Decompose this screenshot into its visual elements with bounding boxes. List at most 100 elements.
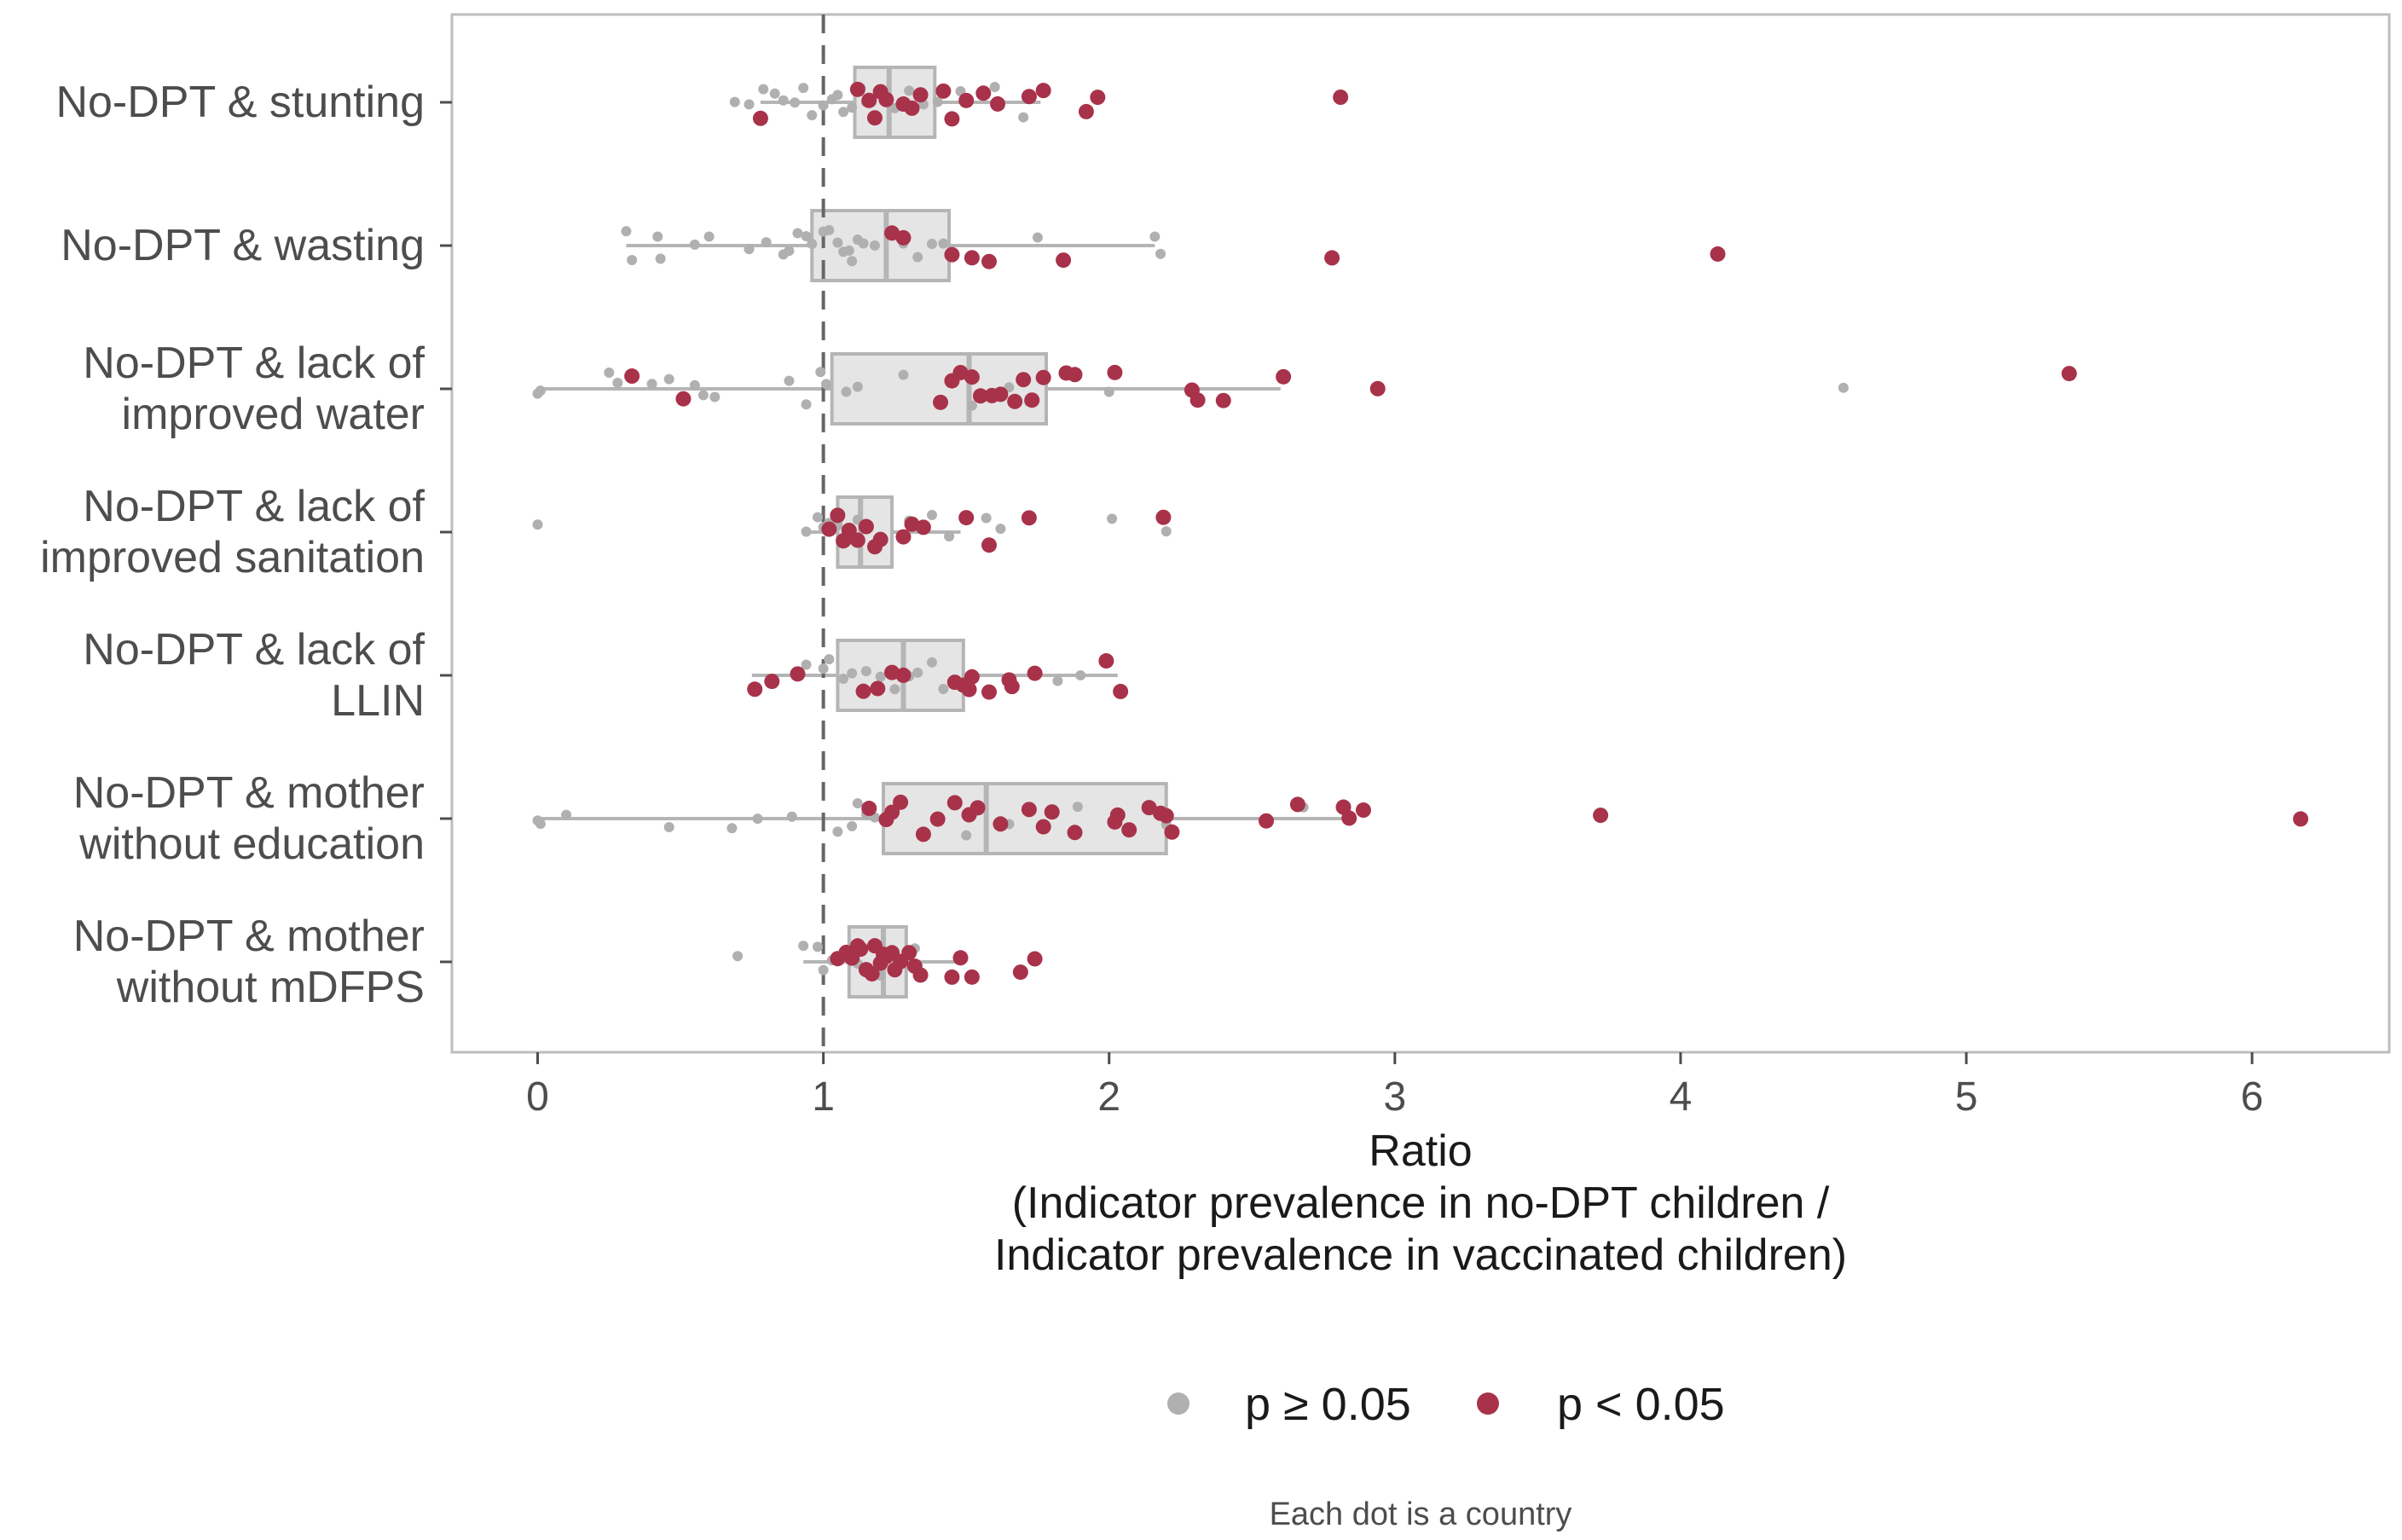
dot-not-significant bbox=[697, 390, 709, 401]
dot-significant bbox=[915, 519, 931, 536]
dot-not-significant bbox=[818, 663, 829, 674]
dot-not-significant bbox=[663, 822, 674, 833]
dot-not-significant bbox=[801, 659, 812, 670]
dot-not-significant bbox=[561, 809, 572, 820]
dot-significant bbox=[1289, 796, 1305, 813]
dot-significant bbox=[1593, 808, 1609, 824]
dot-layer bbox=[532, 81, 2309, 985]
dot-significant bbox=[981, 253, 997, 269]
dot-not-significant bbox=[1149, 231, 1160, 242]
category-label: without mDFPS bbox=[116, 963, 425, 1012]
dot-significant bbox=[864, 966, 880, 982]
box-layer bbox=[537, 66, 1355, 999]
dot-not-significant bbox=[604, 367, 615, 378]
legend-swatch-not-significant bbox=[1167, 1392, 1189, 1415]
dot-not-significant bbox=[786, 811, 797, 822]
category-label: No-DPT & mother bbox=[73, 912, 425, 961]
dot-significant bbox=[929, 811, 946, 827]
dot-significant bbox=[855, 683, 871, 699]
dot-not-significant bbox=[1838, 382, 1849, 393]
dot-not-significant bbox=[912, 667, 923, 678]
dot-significant bbox=[1107, 364, 1123, 380]
dot-not-significant bbox=[807, 110, 818, 121]
dot-significant bbox=[849, 81, 865, 97]
dot-not-significant bbox=[824, 654, 835, 665]
dot-significant bbox=[1710, 246, 1726, 262]
panel-border bbox=[450, 13, 2391, 1054]
dot-significant bbox=[1035, 819, 1051, 835]
dot-significant bbox=[752, 110, 768, 126]
x-tick-label: 5 bbox=[1955, 1074, 1978, 1120]
dot-not-significant bbox=[784, 246, 795, 257]
dot-significant bbox=[1090, 90, 1106, 106]
dot-not-significant bbox=[860, 666, 871, 677]
x-tick-label: 2 bbox=[1097, 1074, 1120, 1120]
dot-significant bbox=[912, 967, 929, 983]
dot-not-significant bbox=[729, 96, 740, 107]
caption: Each dot is a country bbox=[1270, 1497, 1572, 1532]
dot-not-significant bbox=[812, 941, 823, 952]
dot-significant bbox=[1215, 392, 1231, 408]
dot-not-significant bbox=[847, 256, 858, 267]
dot-significant bbox=[1021, 89, 1037, 105]
dot-not-significant bbox=[798, 83, 809, 94]
dot-not-significant bbox=[932, 96, 943, 107]
dot-not-significant bbox=[832, 826, 843, 837]
dot-significant bbox=[861, 92, 877, 108]
category-label: improved sanitation bbox=[40, 533, 425, 582]
dot-significant bbox=[1189, 392, 1206, 408]
category-label: No-DPT & stunting bbox=[55, 78, 425, 127]
dot-significant bbox=[872, 531, 888, 547]
dot-significant bbox=[944, 969, 960, 985]
dot-significant bbox=[1333, 90, 1349, 106]
dot-significant bbox=[830, 507, 846, 524]
dot-significant bbox=[1021, 510, 1037, 526]
dot-not-significant bbox=[621, 226, 632, 237]
dot-significant bbox=[1355, 802, 1371, 819]
dot-not-significant bbox=[784, 375, 795, 386]
x-axis-title-line-3: Indicator prevalence in vaccinated child… bbox=[994, 1230, 1847, 1280]
dot-not-significant bbox=[703, 231, 715, 242]
dot-not-significant bbox=[532, 519, 543, 530]
dot-significant bbox=[1078, 103, 1094, 119]
dot-not-significant bbox=[852, 798, 863, 809]
dot-significant bbox=[958, 92, 975, 108]
dot-significant bbox=[1067, 825, 1083, 841]
dot-significant bbox=[981, 537, 997, 553]
dot-not-significant bbox=[818, 964, 829, 976]
dot-significant bbox=[915, 826, 931, 842]
x-axis-title-line-1: Ratio bbox=[1369, 1126, 1472, 1176]
dot-not-significant bbox=[944, 530, 955, 541]
category-label: improved water bbox=[122, 390, 425, 439]
dot-significant bbox=[944, 111, 960, 127]
dot-not-significant bbox=[961, 830, 972, 841]
dot-not-significant bbox=[926, 239, 937, 250]
x-axis: 0 1 2 3 4 5 6 bbox=[526, 1052, 2264, 1120]
dot-significant bbox=[2293, 811, 2309, 827]
dot-significant bbox=[1158, 808, 1174, 824]
dot-not-significant bbox=[778, 95, 789, 106]
dot-not-significant bbox=[1103, 386, 1114, 397]
dot-significant bbox=[912, 87, 929, 103]
dot-significant bbox=[1155, 509, 1172, 525]
dot-significant bbox=[895, 529, 912, 545]
dot-not-significant bbox=[852, 381, 863, 392]
dot-not-significant bbox=[832, 237, 843, 248]
dot-significant bbox=[1109, 807, 1126, 823]
dot-not-significant bbox=[926, 510, 937, 521]
category-label: No-DPT & lack of bbox=[83, 625, 425, 674]
dot-significant bbox=[895, 229, 912, 246]
dot-significant bbox=[853, 941, 869, 958]
dot-not-significant bbox=[847, 820, 858, 831]
dot-not-significant bbox=[627, 255, 638, 266]
dot-not-significant bbox=[938, 238, 949, 249]
dot-significant bbox=[2061, 366, 2077, 382]
dot-significant bbox=[1141, 800, 1157, 816]
dot-not-significant bbox=[869, 240, 880, 251]
dot-significant bbox=[1035, 83, 1051, 99]
dot-significant bbox=[1027, 951, 1043, 967]
dot-significant bbox=[1164, 824, 1180, 840]
legend-swatch-significant bbox=[1477, 1392, 1499, 1415]
dot-not-significant bbox=[847, 668, 858, 679]
